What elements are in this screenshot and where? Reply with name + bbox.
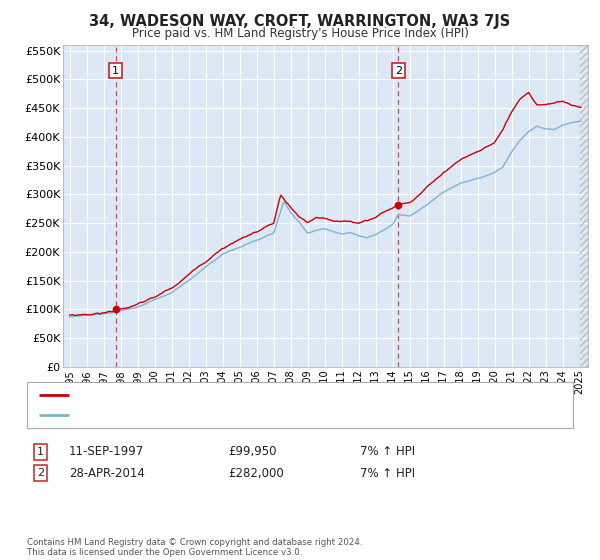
Text: 2: 2: [395, 66, 402, 76]
Text: Price paid vs. HM Land Registry's House Price Index (HPI): Price paid vs. HM Land Registry's House …: [131, 27, 469, 40]
Text: HPI: Average price, detached house, Warrington: HPI: Average price, detached house, Warr…: [75, 410, 338, 421]
Text: 1: 1: [112, 66, 119, 76]
Text: £282,000: £282,000: [228, 466, 284, 480]
Text: 34, WADESON WAY, CROFT, WARRINGTON, WA3 7JS (detached house): 34, WADESON WAY, CROFT, WARRINGTON, WA3 …: [75, 390, 457, 400]
Text: 1: 1: [37, 447, 44, 457]
Text: 2: 2: [37, 468, 44, 478]
Text: 28-APR-2014: 28-APR-2014: [69, 466, 145, 480]
Text: 34, WADESON WAY, CROFT, WARRINGTON, WA3 7JS: 34, WADESON WAY, CROFT, WARRINGTON, WA3 …: [89, 14, 511, 29]
Text: 7% ↑ HPI: 7% ↑ HPI: [360, 466, 415, 480]
Text: Contains HM Land Registry data © Crown copyright and database right 2024.
This d: Contains HM Land Registry data © Crown c…: [27, 538, 362, 557]
Text: 11-SEP-1997: 11-SEP-1997: [69, 445, 144, 459]
Text: £99,950: £99,950: [228, 445, 277, 459]
Text: 7% ↑ HPI: 7% ↑ HPI: [360, 445, 415, 459]
